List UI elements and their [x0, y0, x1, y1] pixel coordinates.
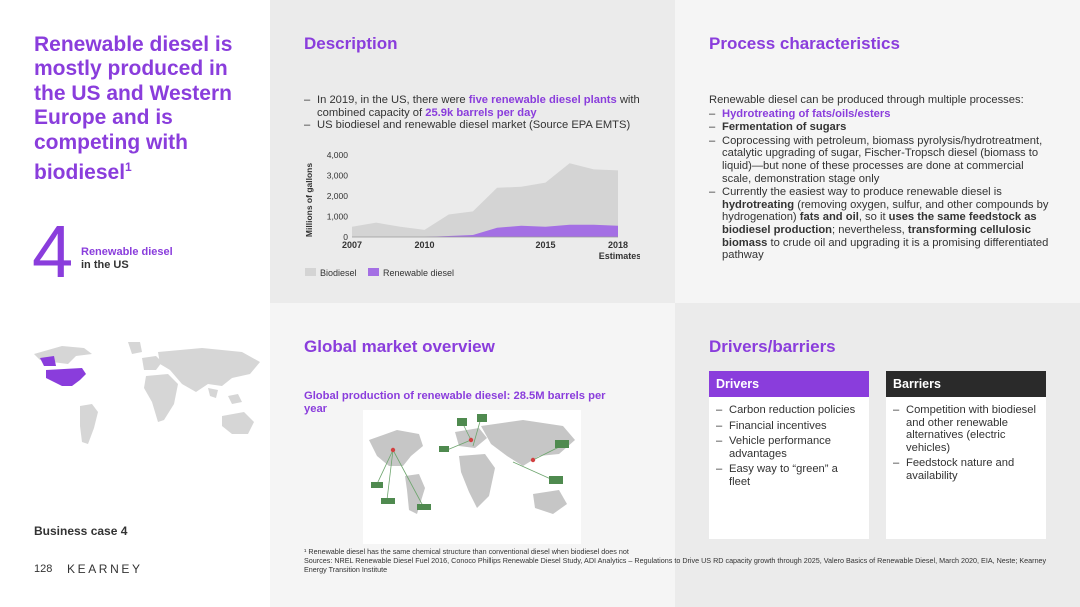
drivers-box: Drivers Carbon reduction policies Financ…	[709, 371, 869, 539]
global-market-panel: Global market overview Global production…	[270, 303, 675, 607]
footnotes: ¹ Renewable diesel has the same chemical…	[304, 547, 1064, 575]
process-title: Process characteristics	[709, 34, 900, 53]
description-title: Description	[304, 34, 398, 53]
x-annotation: Estimates	[599, 251, 640, 261]
global-production-subtitle: Global production of renewable diesel: 2…	[304, 390, 606, 415]
process-intro: Renewable diesel can be produced through…	[709, 94, 1024, 106]
legend-label: Renewable diesel	[383, 268, 454, 278]
barrier-item: Feedstock nature and availability	[893, 457, 1039, 482]
x-tick-label: 2010	[415, 240, 435, 250]
y-tick-label: 4,000	[327, 150, 349, 160]
barrier-item: Competition with biodiesel and other ren…	[893, 404, 1039, 454]
process-bullet: Hydrotreating of fats/oils/esters	[709, 108, 1054, 121]
legend-swatch	[368, 268, 379, 276]
y-tick-label: 1,000	[327, 212, 349, 222]
driver-item: Carbon reduction policies	[716, 404, 862, 417]
global-market-title: Global market overview	[304, 337, 495, 356]
drivers-barriers-panel: Drivers/barriers Drivers Carbon reductio…	[675, 303, 1080, 607]
drivers-header: Drivers	[709, 371, 869, 397]
y-tick-label: 0	[343, 232, 348, 242]
y-axis-label: Millions of gallons	[304, 163, 314, 237]
description-panel: Description In 2019, in the US, there we…	[270, 0, 675, 303]
y-tick-label: 3,000	[327, 171, 349, 181]
x-tick-label: 2007	[342, 240, 362, 250]
driver-item: Financial incentives	[716, 420, 862, 433]
x-tick-label: 2015	[535, 240, 555, 250]
global-plants-map-icon	[363, 410, 581, 544]
number-sublabel: in the US	[81, 259, 129, 271]
driver-item: Easy way to “green” a fleet	[716, 463, 862, 488]
y-tick-label: 2,000	[327, 191, 349, 201]
legend-swatch	[305, 268, 316, 276]
drivers-list: Carbon reduction policies Financial ince…	[709, 397, 869, 489]
description-bullet: US biodiesel and renewable diesel market…	[304, 119, 649, 132]
number-label: Renewable diesel	[81, 246, 173, 258]
headline: Renewable diesel is mostly produced in t…	[34, 33, 233, 185]
description-bullet: In 2019, in the US, there were five rene…	[304, 94, 649, 119]
barriers-box: Barriers Competition with biodiesel and …	[886, 371, 1046, 539]
left-panel: Renewable diesel is mostly produced in t…	[0, 0, 270, 607]
legend-label: Biodiesel	[320, 268, 357, 278]
description-text: In 2019, in the US, there were five rene…	[304, 94, 649, 132]
driver-item: Vehicle performance advantages	[716, 435, 862, 460]
big-number: 4	[32, 210, 73, 293]
kearney-logo: KEARNEY	[67, 562, 143, 576]
process-panel: Process characteristics Renewable diesel…	[675, 0, 1080, 303]
drivers-barriers-title: Drivers/barriers	[709, 337, 836, 356]
business-case-label: Business case 4	[34, 524, 128, 538]
barriers-header: Barriers	[886, 371, 1046, 397]
sources-note: Sources: NREL Renewable Diesel Fuel 2016…	[304, 556, 1047, 575]
footnote-1: ¹ Renewable diesel has the same chemical…	[304, 547, 629, 556]
x-tick-label: 2018	[608, 240, 628, 250]
biodiesel-area	[352, 163, 618, 237]
process-bullet: Fermentation of sugars	[709, 121, 1054, 134]
page-number: 128	[34, 563, 53, 575]
process-text: Renewable diesel can be produced through…	[709, 94, 1054, 262]
renewable-diesel-area	[352, 224, 618, 237]
world-map-icon	[34, 342, 260, 444]
barriers-list: Competition with biodiesel and other ren…	[886, 397, 1046, 483]
process-bullet: Coprocessing with petroleum, biomass pyr…	[709, 135, 1054, 185]
process-bullet: Currently the easiest way to produce ren…	[709, 186, 1054, 262]
